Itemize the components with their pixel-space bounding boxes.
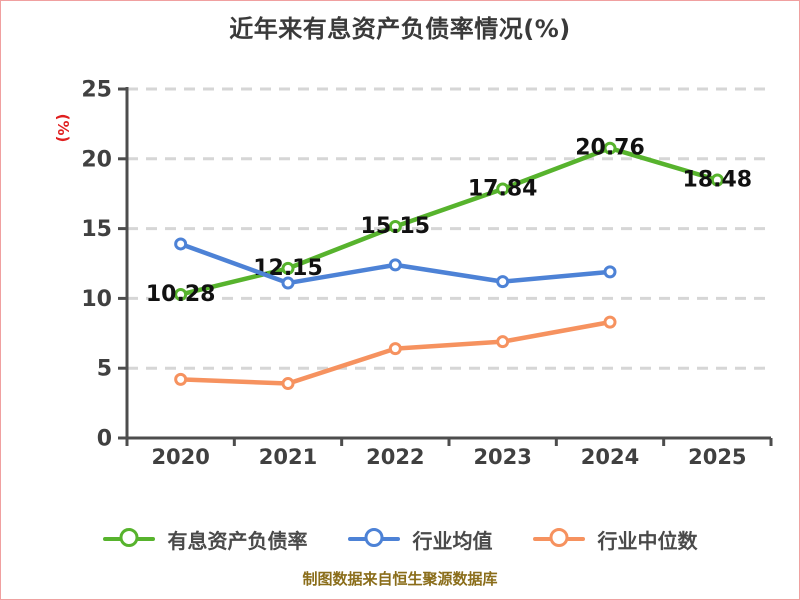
data-point-行业中位数-2023[interactable]	[496, 335, 510, 349]
x-tick-label-2021: 2021	[259, 445, 317, 469]
legend-marker-blue-icon	[347, 528, 400, 550]
y-tick-label-10: 10	[81, 287, 112, 312]
y-tick-label-20: 20	[81, 147, 112, 172]
legend-item-hangye-junzhi[interactable]: 行业均值	[347, 525, 493, 554]
y-tick-label-25: 25	[81, 78, 112, 103]
data-point-行业中位数-2024[interactable]	[603, 315, 617, 329]
value-label-2025: 18.48	[683, 168, 753, 193]
x-tick-label-2020: 2020	[151, 445, 209, 469]
x-tick-label-2024: 2024	[581, 445, 639, 469]
data-point-行业均值-2024[interactable]	[603, 265, 617, 279]
y-axis-name: (%)	[54, 114, 72, 143]
data-point-有息资产负债率-2024[interactable]	[603, 141, 617, 155]
legend-label: 行业中位数	[597, 528, 698, 553]
data-point-有息资产负债率-2021[interactable]	[281, 261, 295, 275]
value-label-2024: 20.76	[575, 136, 645, 161]
data-point-有息资产负债率-2025[interactable]	[710, 173, 724, 187]
y-tick-label-15: 15	[81, 217, 112, 242]
series-line-0	[178, 145, 720, 297]
data-point-有息资产负债率-2023[interactable]	[496, 182, 510, 196]
data-point-行业中位数-2022[interactable]	[388, 342, 402, 356]
legend-marker-orange-icon	[532, 528, 585, 550]
value-label-2023: 17.84	[468, 176, 538, 201]
data-point-行业均值-2021[interactable]	[281, 276, 295, 290]
data-point-行业均值-2020[interactable]	[174, 237, 188, 251]
y-tick-label-5: 5	[97, 357, 112, 382]
legend: 有息资产负债率 行业均值 行业中位数	[1, 519, 799, 559]
data-point-行业均值-2022[interactable]	[388, 258, 402, 272]
data-point-有息资产负债率-2020[interactable]	[174, 287, 188, 301]
legend-item-youxi-zichan-fuzhailv[interactable]: 有息资产负债率	[102, 525, 308, 554]
value-label-2022: 15.15	[361, 214, 431, 239]
x-tick-label-2023: 2023	[473, 445, 531, 469]
data-point-行业中位数-2020[interactable]	[174, 372, 188, 386]
legend-label: 行业均值	[412, 528, 493, 553]
x-tick-label-2025: 2025	[688, 445, 746, 469]
legend-label: 有息资产负债率	[167, 528, 308, 553]
data-source-note: 制图数据来自恒生聚源数据库	[302, 570, 498, 588]
y-tick-label-0: 0	[97, 427, 112, 452]
data-point-行业中位数-2021[interactable]	[281, 377, 295, 391]
data-point-行业均值-2023[interactable]	[496, 275, 510, 289]
legend-marker-green-icon	[102, 528, 155, 550]
x-tick-label-2022: 2022	[366, 445, 424, 469]
legend-item-hangye-zhongweishu[interactable]: 行业中位数	[532, 525, 698, 554]
value-label-2020: 10.28	[146, 282, 216, 307]
chart-title: 近年来有息资产负债率情况(%)	[229, 15, 571, 43]
data-point-有息资产负债率-2022[interactable]	[388, 220, 402, 234]
